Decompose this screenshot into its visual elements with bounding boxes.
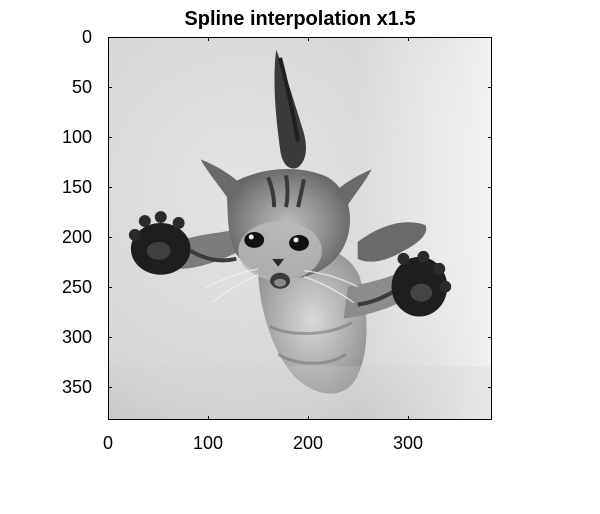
y-tick-mark xyxy=(108,237,112,238)
x-tick-mark xyxy=(308,416,309,420)
y-tick-label: 50 xyxy=(71,77,92,97)
x-tick-mark xyxy=(108,416,109,420)
plot-title: Spline interpolation x1.5 xyxy=(184,8,416,30)
y-tick-mark xyxy=(488,237,492,238)
y-tick-mark xyxy=(488,87,492,88)
x-tick-label: 0 xyxy=(102,433,114,453)
y-tick-mark xyxy=(108,337,112,338)
x-tick-mark xyxy=(108,37,109,41)
x-tick-mark xyxy=(208,416,209,420)
x-tick-label: 300 xyxy=(392,433,424,453)
y-tick-mark xyxy=(488,187,492,188)
y-tick-label: 300 xyxy=(61,327,92,347)
y-tick-label: 0 xyxy=(81,27,92,47)
y-tick-mark xyxy=(488,137,492,138)
y-tick-label: 350 xyxy=(61,377,92,397)
y-tick-label: 100 xyxy=(61,127,92,147)
cat-photo-icon xyxy=(109,38,491,419)
image-axes xyxy=(108,37,492,420)
x-tick-label: 200 xyxy=(292,433,324,453)
y-tick-mark xyxy=(108,87,112,88)
x-tick-mark xyxy=(308,37,309,41)
y-tick-mark xyxy=(488,387,492,388)
y-tick-mark xyxy=(488,287,492,288)
y-tick-mark xyxy=(488,337,492,338)
y-tick-mark xyxy=(108,137,112,138)
y-tick-mark xyxy=(108,187,112,188)
y-tick-mark xyxy=(108,37,112,38)
x-tick-mark xyxy=(408,416,409,420)
y-tick-label: 250 xyxy=(61,277,92,297)
y-tick-mark xyxy=(108,387,112,388)
x-tick-label: 100 xyxy=(192,433,224,453)
x-tick-mark xyxy=(208,37,209,41)
y-tick-mark xyxy=(488,37,492,38)
y-tick-mark xyxy=(108,287,112,288)
x-tick-mark xyxy=(408,37,409,41)
y-tick-label: 150 xyxy=(61,177,92,197)
y-tick-label: 200 xyxy=(61,227,92,247)
